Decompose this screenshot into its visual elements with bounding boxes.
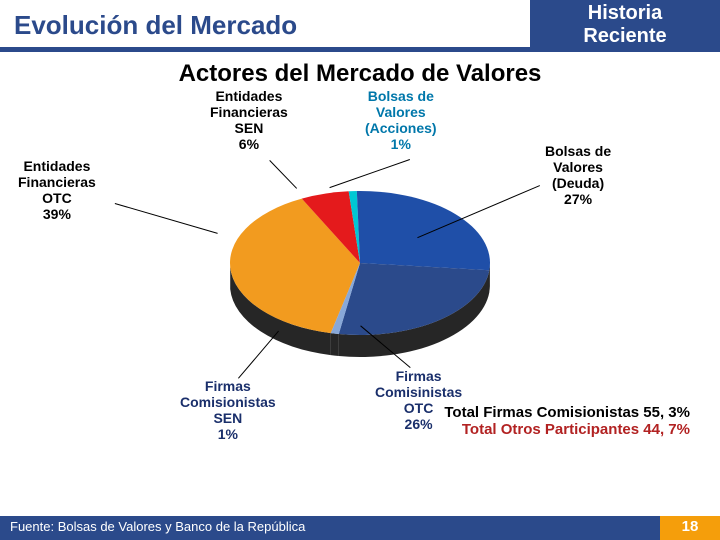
chart-title: Actores del Mercado de Valores — [0, 60, 720, 88]
slice-label-fc_otc: FirmasComisinistasOTC26% — [375, 368, 462, 432]
page-title: Evolución del Mercado — [0, 0, 530, 52]
totals-line2: Total Otros Participantes 44, 7% — [444, 421, 690, 438]
slice-label-fc_sen: FirmasComisionistasSEN1% — [180, 378, 276, 442]
totals: Total Firmas Comisionistas 55, 3% Total … — [444, 404, 690, 438]
subtitle-line2: Reciente — [530, 25, 720, 48]
slice-label-bv_deuda: Bolsas deValores(Deuda)27% — [545, 143, 611, 207]
page-number: 18 — [660, 516, 720, 540]
totals-line1: Total Firmas Comisionistas 55, 3% — [444, 404, 690, 421]
header-subtitle: Historia Reciente — [530, 0, 720, 52]
slice-label-ef_otc: EntidadesFinancierasOTC39% — [18, 158, 96, 222]
chart-area: Total Firmas Comisionistas 55, 3% Total … — [0, 88, 720, 488]
slice-label-bv_acc: Bolsas deValores(Acciones)1% — [365, 88, 437, 152]
source-text: Fuente: Bolsas de Valores y Banco de la … — [0, 516, 660, 540]
footer: Fuente: Bolsas de Valores y Banco de la … — [0, 516, 720, 540]
subtitle-line1: Historia — [530, 2, 720, 25]
pie-slice-bv_deuda — [357, 191, 490, 270]
slice-label-ef_sen: EntidadesFinancierasSEN6% — [210, 88, 288, 152]
header: Evolución del Mercado Historia Reciente — [0, 0, 720, 52]
